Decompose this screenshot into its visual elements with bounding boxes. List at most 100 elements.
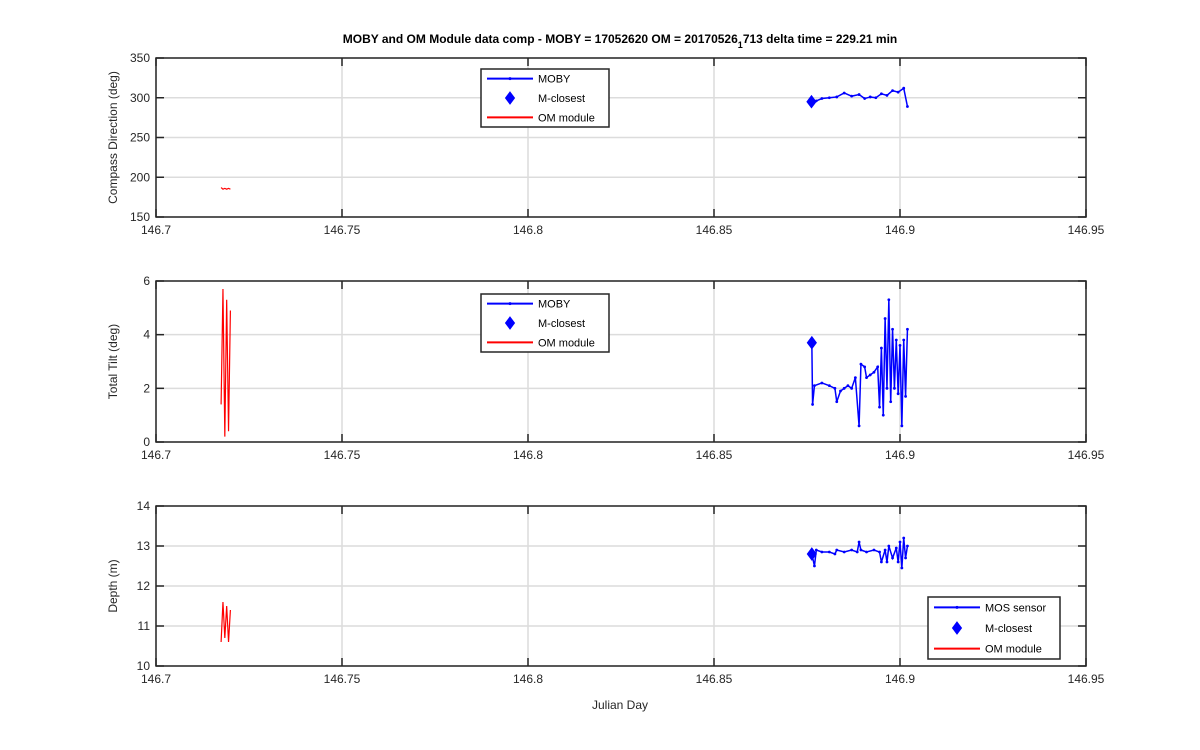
data-point [902,338,906,342]
legend-label: M-closest [538,318,585,330]
data-point [896,560,900,564]
marker-m-closest [806,335,817,350]
x-tick-label: 146.8 [513,223,543,237]
legend-label: OM module [538,112,595,124]
data-point [827,384,831,388]
data-point [876,365,880,369]
x-tick-label: 146.9 [885,672,915,686]
x-tick-label: 146.75 [324,223,361,237]
data-point [857,540,861,544]
legend-point [508,77,512,81]
y-tick-label: 11 [138,619,151,633]
y-tick-label: 350 [130,51,150,65]
y-tick-label: 300 [130,91,150,105]
x-tick-label: 146.75 [324,672,361,686]
marker-m-closest [806,94,817,109]
plot-area [156,281,1086,442]
data-point [872,548,876,552]
data-point [813,564,816,568]
data-point [896,392,900,396]
data-point [827,96,831,100]
data-point [889,400,893,404]
data-point [842,550,846,554]
data-point [896,90,900,94]
legend-marker-diamond [504,316,516,330]
panel-compass: 146.7 146.75 146.8 146.85 146.9 146.95 150 200 2… [106,51,1105,237]
x-tick-label: 146.85 [696,448,733,462]
data-point [850,94,854,98]
legend-label: MOBY [538,74,571,86]
legend-point [508,302,512,306]
y-tick-label: 2 [143,381,150,395]
x-tick-label: 146.95 [1068,672,1105,686]
data-point [859,548,863,552]
data-point [833,386,837,390]
y-tick-label: 13 [137,539,151,553]
y-tick-label: 10 [137,659,151,673]
data-point [904,556,907,560]
data-point [883,317,887,320]
data-point [853,376,857,379]
data-point [850,548,854,552]
y-tick-label: 250 [130,131,150,145]
data-point [842,91,846,95]
legend-marker-diamond [951,621,963,635]
data-point [850,386,854,390]
x-tick-label: 146.95 [1068,448,1105,462]
data-point [891,89,894,92]
data-point [820,97,824,100]
x-tick-label: 146.7 [141,448,171,462]
data-point [878,550,881,554]
y-tick-label: 200 [130,170,150,184]
series-line-om [220,187,231,190]
data-point [820,550,824,554]
series-line-om [220,289,231,437]
marker-m-closest [806,547,817,561]
y-axis-label: Total Tilt (deg) [106,324,120,399]
data-point [906,544,909,548]
x-tick-label: 146.8 [513,448,543,462]
data-point [887,298,891,302]
data-point [880,92,883,96]
x-tick-label: 146.9 [885,223,915,237]
data-point [835,400,839,404]
figure-title: MOBY and OM Module data comp - MOBY = 17… [343,32,897,50]
x-tick-label: 146.95 [1068,223,1105,237]
x-tick-label: 146.7 [141,223,171,237]
legend: MOBY M-closest OM module [480,68,610,128]
x-tick-label: 146.75 [324,448,361,462]
data-point [900,566,904,570]
x-tick-label: 146.85 [696,672,733,686]
legend: MOBY M-closest OM module [480,293,610,353]
data-point [894,546,898,550]
x-tick-label: 146.85 [696,223,733,237]
y-tick-label: 14 [137,499,151,513]
y-tick-label: 6 [143,274,150,288]
series-line-om [220,601,231,643]
data-point [835,95,839,99]
data-point [898,540,902,544]
data-point [814,548,818,552]
panel-tilt: 146.7 146.75 146.8 146.85 146.9 146.95 0 2 4 6 Tot… [106,274,1105,462]
data-point [857,93,861,96]
data-point [839,389,842,393]
panel-depth: 146.7 146.75 146.8 146.85 146.9 146.95 10 11 12 1… [106,499,1105,686]
x-axis-label: Julian Day [592,698,648,712]
title-subscript: 1 [738,40,743,50]
x-tick-label: 146.7 [141,672,171,686]
legend-label: OM module [985,644,1042,656]
y-axis-label: Depth (m) [106,559,120,612]
x-tick-label: 146.8 [513,672,543,686]
data-point [857,424,861,428]
data-point [880,346,883,350]
data-point [859,362,863,366]
data-point [813,384,816,388]
data-point [863,365,867,369]
data-point [904,394,907,398]
legend-label: MOS sensor [985,602,1046,614]
data-point [872,370,876,374]
legend-label: M-closest [538,93,585,105]
data-point [880,560,883,564]
legend-point [955,605,959,609]
